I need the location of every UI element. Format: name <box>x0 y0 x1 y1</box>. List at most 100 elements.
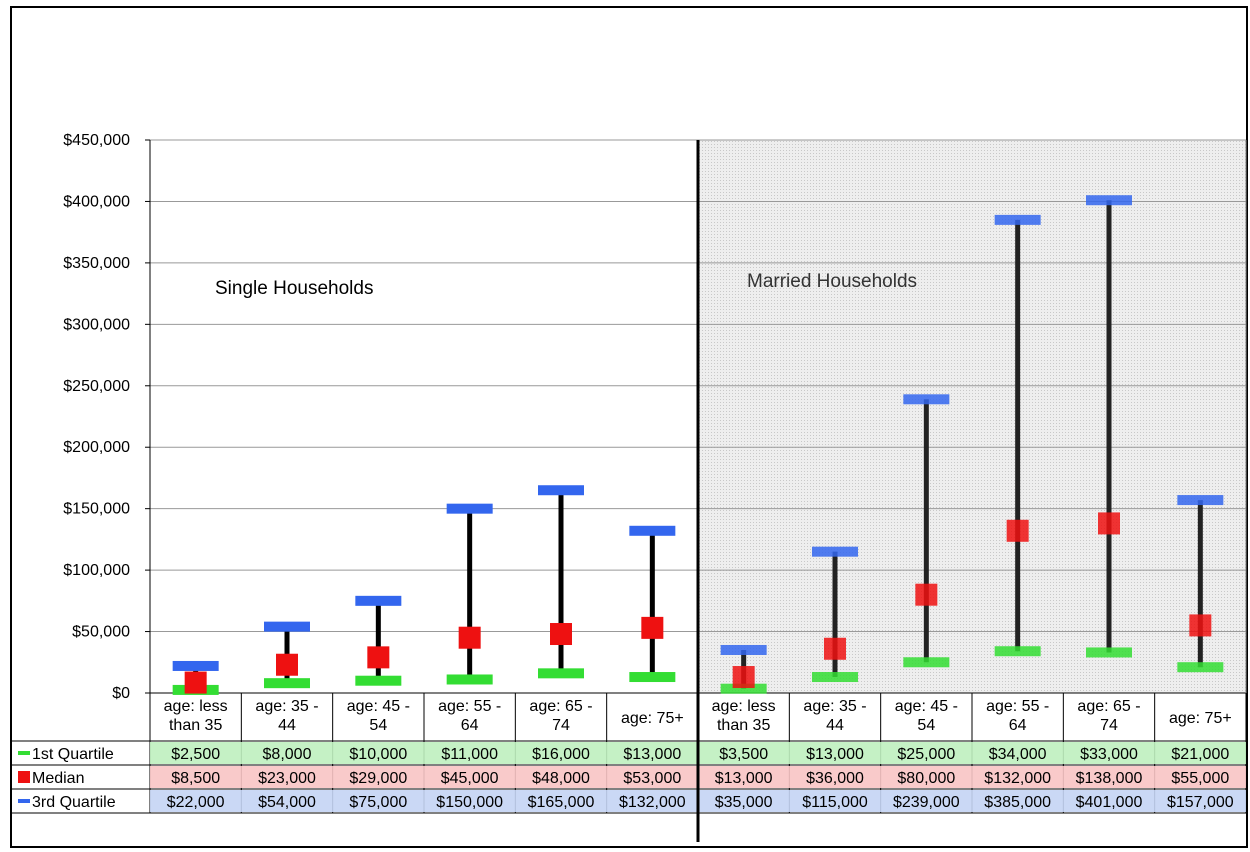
data-value-label: $55,000 <box>1171 770 1229 787</box>
category-label: age: 75+ <box>621 710 684 727</box>
legend-key-first-quartile <box>18 751 30 755</box>
category-label: age: 65 - <box>1077 698 1140 715</box>
third-quartile-marker <box>903 394 950 405</box>
category-label: age: 45 - <box>347 698 410 715</box>
legend-label: 3rd Quartile <box>32 794 116 811</box>
data-value-label: $3,500 <box>719 746 768 763</box>
median-marker <box>824 637 846 660</box>
y-tick-label: $250,000 <box>63 378 130 395</box>
first-quartile-marker <box>355 675 402 686</box>
y-tick-label: $150,000 <box>63 501 130 518</box>
median-marker <box>641 616 664 639</box>
category-label: 74 <box>1100 717 1118 734</box>
data-value-label: $13,000 <box>715 770 773 787</box>
third-quartile-marker <box>538 485 584 496</box>
category-label: age: 65 - <box>529 698 592 715</box>
third-quartile-marker <box>720 644 767 655</box>
first-quartile-marker <box>446 674 493 685</box>
legend-label: Median <box>32 770 84 787</box>
first-quartile-marker <box>629 672 676 683</box>
data-value-label: $150,000 <box>436 794 503 811</box>
y-tick-label: $300,000 <box>63 316 130 333</box>
data-value-label: $33,000 <box>1080 746 1138 763</box>
data-value-label: $8,500 <box>171 770 220 787</box>
category-label: age: 75+ <box>1169 710 1232 727</box>
data-value-label: $13,000 <box>623 746 681 763</box>
median-marker <box>550 623 572 646</box>
category-label: age: 55 - <box>986 698 1049 715</box>
third-quartile-marker <box>264 621 310 632</box>
data-value-label: $132,000 <box>619 794 686 811</box>
median-marker <box>1189 614 1212 637</box>
category-label: than 35 <box>717 717 770 734</box>
median-marker <box>367 646 390 669</box>
median-marker <box>458 626 481 649</box>
data-value-label: $401,000 <box>1076 794 1143 811</box>
data-value-label: $16,000 <box>532 746 590 763</box>
data-value-label: $54,000 <box>258 794 316 811</box>
data-value-label: $45,000 <box>441 770 499 787</box>
data-value-label: $25,000 <box>897 746 955 763</box>
data-value-label: $35,000 <box>715 794 773 811</box>
data-value-label: $10,000 <box>349 746 407 763</box>
data-value-label: $115,000 <box>802 794 868 811</box>
category-label: 64 <box>461 717 479 734</box>
median-marker <box>1006 519 1029 542</box>
category-label: age: less <box>164 698 228 715</box>
y-tick-label: $0 <box>112 685 130 702</box>
data-value-label: $48,000 <box>532 770 590 787</box>
category-label: age: 45 - <box>895 698 958 715</box>
group-label-married: Married Households <box>747 271 917 292</box>
third-quartile-marker <box>446 503 493 514</box>
third-quartile-marker <box>355 595 402 606</box>
data-value-label: $385,000 <box>984 794 1051 811</box>
category-label: than 35 <box>169 717 222 734</box>
legend-key-median <box>18 771 30 783</box>
category-label: age: 35 - <box>255 698 318 715</box>
category-label: 54 <box>369 717 387 734</box>
median-marker <box>184 671 207 694</box>
first-quartile-marker <box>264 678 310 689</box>
first-quartile-marker <box>720 683 767 694</box>
data-value-label: $138,000 <box>1076 770 1143 787</box>
category-label: 74 <box>552 717 570 734</box>
legend-key-third-quartile <box>18 799 30 803</box>
y-tick-label: $400,000 <box>63 193 130 210</box>
first-quartile-marker <box>1177 662 1224 673</box>
category-label: age: 55 - <box>438 698 501 715</box>
data-value-label: $53,000 <box>623 770 681 787</box>
data-value-label: $23,000 <box>258 770 316 787</box>
third-quartile-marker <box>994 214 1041 225</box>
third-quartile-marker <box>1177 495 1224 506</box>
y-tick-label: $200,000 <box>63 439 130 456</box>
y-tick-label: $450,000 <box>63 132 130 149</box>
data-value-label: $34,000 <box>989 746 1047 763</box>
data-value-label: $13,000 <box>806 746 864 763</box>
third-quartile-marker <box>1086 195 1132 206</box>
data-value-label: $165,000 <box>528 794 595 811</box>
first-quartile-marker <box>994 646 1041 657</box>
data-value-label: $239,000 <box>893 794 960 811</box>
third-quartile-marker <box>172 660 219 671</box>
category-label: 64 <box>1009 717 1027 734</box>
first-quartile-marker <box>1086 647 1132 658</box>
data-value-label: $75,000 <box>349 794 407 811</box>
category-label: age: 35 - <box>803 698 866 715</box>
data-value-label: $2,500 <box>171 746 220 763</box>
data-value-label: $22,000 <box>167 794 225 811</box>
category-label: age: less <box>712 698 776 715</box>
data-value-label: $36,000 <box>806 770 864 787</box>
y-tick-label: $100,000 <box>63 562 130 579</box>
category-label: 54 <box>917 717 935 734</box>
median-marker <box>915 583 938 606</box>
data-value-label: $8,000 <box>263 746 312 763</box>
category-label: 44 <box>278 717 296 734</box>
median-marker <box>732 666 755 689</box>
data-value-label: $21,000 <box>1171 746 1229 763</box>
first-quartile-marker <box>812 672 858 683</box>
legend-label: 1st Quartile <box>32 746 114 763</box>
data-value-label: $132,000 <box>984 770 1051 787</box>
third-quartile-marker <box>812 546 858 557</box>
category-label: 44 <box>826 717 844 734</box>
